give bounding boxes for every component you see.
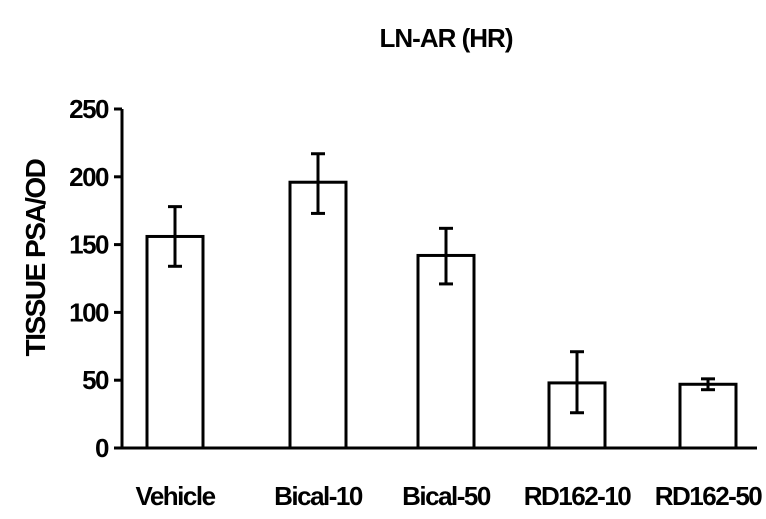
bars-group (145, 180, 738, 450)
chart-title: LN-AR (HR) (380, 23, 513, 53)
y-axis-ticks: 0 50 100 150 200 250 (69, 94, 122, 463)
bar-vehicle (145, 234, 205, 450)
y-tick-label: 250 (69, 94, 109, 124)
x-tick-label: RD162-50 (655, 481, 763, 511)
x-tick-label: Vehicle (135, 481, 215, 511)
x-axis-labels: Vehicle Bical-10 Bical-50 RD162-10 RD162-50 (135, 481, 763, 511)
error-bar (439, 226, 453, 286)
error-bar (311, 152, 325, 215)
error-bar (701, 377, 715, 392)
x-tick-label: Bical-10 (274, 481, 363, 511)
x-tick-label: RD162-10 (524, 481, 632, 511)
error-bar (168, 205, 182, 268)
y-tick-label: 0 (95, 433, 109, 463)
error-bar (570, 350, 584, 415)
bar-rd162-50 (678, 382, 738, 450)
y-tick-label: 200 (69, 162, 109, 192)
y-tick-label: 150 (69, 230, 109, 260)
error-bars-group (168, 152, 715, 415)
bar-bical-50 (416, 253, 476, 450)
y-tick-label: 50 (82, 365, 109, 395)
y-tick-label: 100 (69, 297, 109, 327)
x-tick-label: Bical-50 (402, 481, 491, 511)
y-axis-label: TISSUE PSA/OD (20, 158, 51, 356)
bar-bical-10 (288, 180, 348, 450)
